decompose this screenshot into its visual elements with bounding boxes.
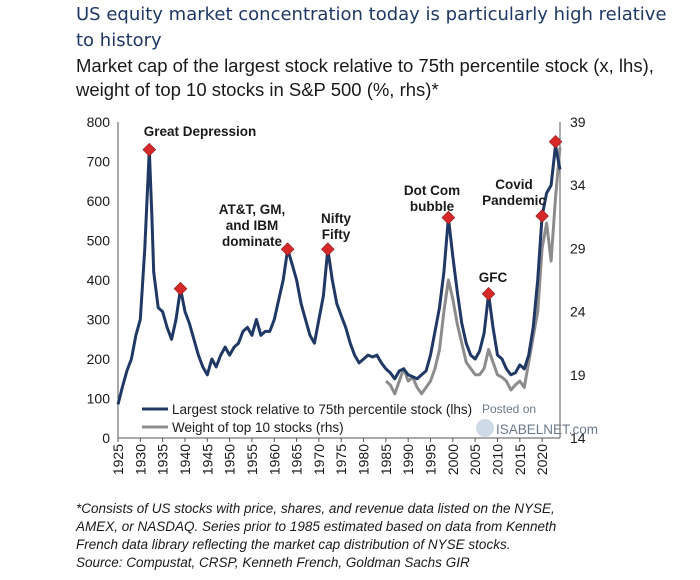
- annotation-label: Pandemic: [482, 193, 546, 208]
- annotation-marker: [173, 281, 188, 296]
- chart-axes: 0 100 200 300 400 500 600 700 800 14 19 24 29 34 39 192…: [87, 114, 586, 475]
- x-tick-label: 2015: [512, 444, 528, 475]
- watermark-line2: ISABELNET.com: [496, 422, 598, 437]
- left-tick-label: 300: [87, 312, 111, 328]
- footnote-line: AMEX, or NASDAQ. Series prior to 1985 es…: [76, 519, 557, 534]
- chart-subtitle: Market cap of the largest stock relative…: [76, 55, 654, 100]
- watermark: Posted on ISABELNET.com: [476, 402, 598, 437]
- series-line-largest-stock: [116, 144, 562, 405]
- x-tick-label: 2005: [467, 444, 483, 475]
- x-tick-label: 1950: [222, 444, 238, 475]
- x-tick-label: 1975: [333, 444, 349, 475]
- x-tick-label: 1965: [289, 444, 305, 475]
- chart-legend: Largest stock relative to 75th percentil…: [142, 402, 472, 435]
- annotation-marker: [548, 134, 563, 149]
- x-tick-label: 1935: [155, 444, 171, 475]
- annotation-label: GFC: [479, 270, 508, 285]
- legend-label: Largest stock relative to 75th percentil…: [172, 402, 472, 417]
- x-tick-label: 1990: [400, 444, 416, 475]
- x-tick-label: 2000: [445, 444, 461, 475]
- annotation-marker: [441, 210, 456, 225]
- x-tick-label: 1940: [177, 444, 193, 475]
- footnote-line: French data library reflecting the marke…: [76, 537, 511, 552]
- annotation-label: Dot Com: [404, 183, 460, 198]
- annotation-label: dominate: [222, 234, 282, 249]
- chart-annotations: Great Depression AT&T, GM,and IBMdominate…: [142, 124, 563, 301]
- right-tick-label: 14: [570, 430, 586, 446]
- annotation-label: and IBM: [226, 218, 279, 233]
- x-tick-label: 1925: [110, 444, 126, 475]
- x-tick-label: 1970: [311, 444, 327, 475]
- left-tick-label: 500: [87, 233, 111, 249]
- globe-icon: [476, 419, 494, 437]
- x-tick-label: 1930: [132, 444, 148, 475]
- x-tick-label: 1945: [199, 444, 215, 475]
- x-tick-label: 1995: [423, 444, 439, 475]
- chart-title: US equity market concentration today is …: [76, 4, 667, 51]
- footnote-line: *Consists of US stocks with price, share…: [76, 501, 555, 516]
- right-tick-label: 24: [570, 304, 586, 320]
- annotation-marker: [481, 287, 496, 301]
- left-tick-label: 200: [87, 351, 111, 367]
- legend-label: Weight of top 10 stocks (rhs): [172, 420, 344, 435]
- x-tick-label: 1955: [244, 444, 260, 475]
- watermark-line1: Posted on: [482, 402, 536, 416]
- annotation-marker: [142, 142, 157, 157]
- left-tick-label: 100: [87, 391, 111, 407]
- annotation-marker: [280, 242, 295, 256]
- annotation-label: Great Depression: [144, 124, 257, 139]
- right-tick-label: 34: [570, 177, 586, 193]
- footnote-line: Source: Compustat, CRSP, Kenneth French,…: [76, 555, 470, 570]
- x-tick-label: 1980: [356, 444, 372, 475]
- x-tick-label: 2010: [489, 444, 505, 475]
- x-tick-label: 1960: [266, 444, 282, 475]
- annotation-label: Fifty: [322, 227, 351, 242]
- left-tick-label: 400: [87, 272, 111, 288]
- footnote: *Consists of US stocks with price, share…: [76, 500, 676, 572]
- x-tick-label: 1985: [378, 444, 394, 475]
- annotation-label: Covid: [495, 177, 533, 192]
- annotation-label: Nifty: [321, 211, 351, 226]
- annotation-label: bubble: [410, 199, 455, 214]
- chart-series: [116, 144, 562, 405]
- right-tick-label: 39: [570, 114, 586, 130]
- chart-canvas: 0 100 200 300 400 500 600 700 800 14 19 24 29 34 39 192…: [87, 114, 598, 475]
- annotation-label: AT&T, GM,: [219, 202, 286, 217]
- left-tick-label: 800: [87, 114, 111, 130]
- left-tick-label: 0: [102, 430, 110, 446]
- x-tick-label: 2020: [534, 444, 550, 475]
- left-tick-label: 700: [87, 154, 111, 170]
- right-tick-label: 29: [570, 240, 586, 256]
- annotation-marker: [321, 242, 335, 256]
- annotation-marker: [535, 209, 549, 223]
- left-tick-label: 600: [87, 193, 111, 209]
- right-tick-label: 19: [570, 367, 586, 383]
